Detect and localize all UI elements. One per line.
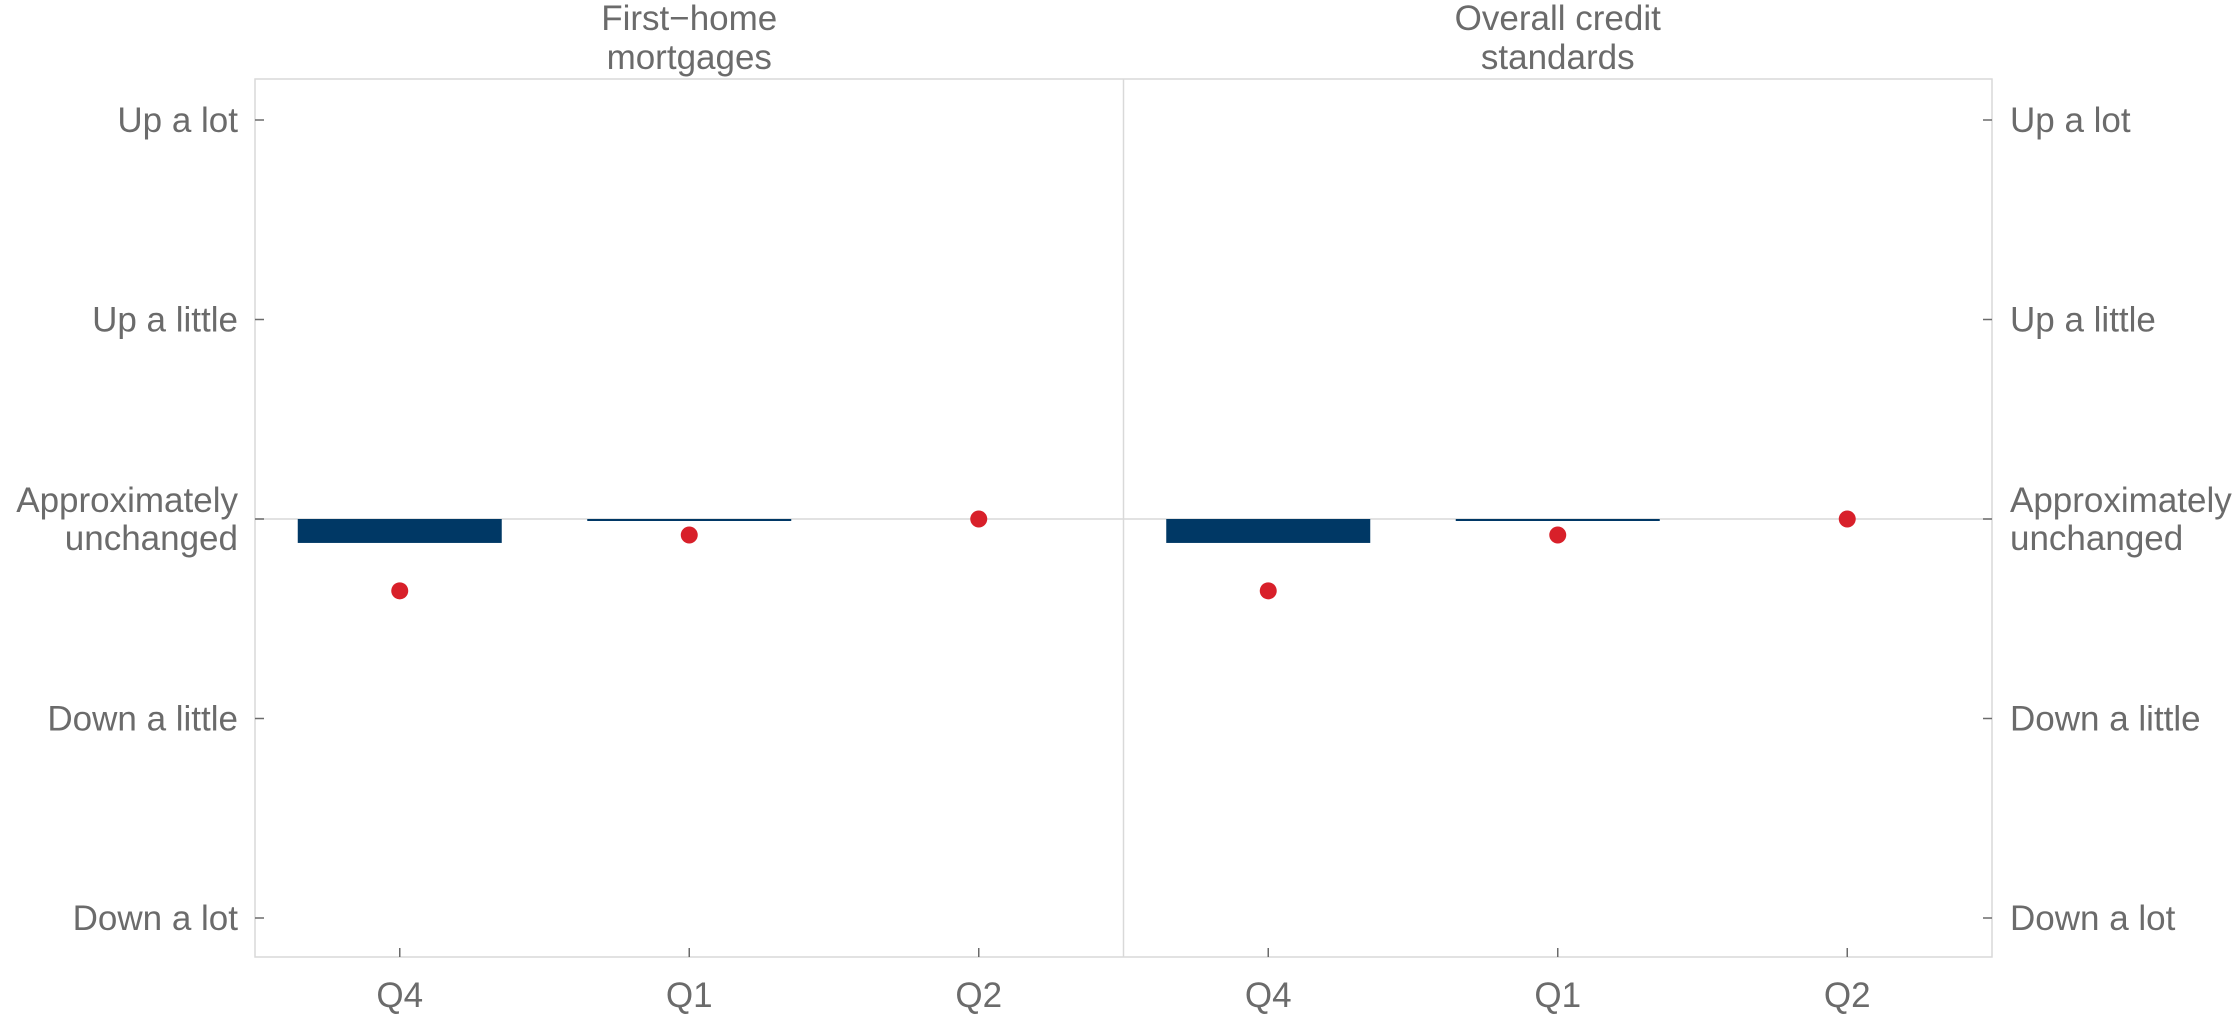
dot-marker: [1549, 526, 1567, 544]
y-tick-label-right: Down a little: [2010, 700, 2201, 739]
x-tick-label: Q4: [1245, 976, 1292, 1015]
dot-marker: [680, 526, 698, 544]
y-tick-label-right: unchanged: [2010, 519, 2183, 558]
x-tick-label: Q1: [666, 976, 713, 1015]
y-tick-label-left: Up a little: [92, 301, 238, 340]
y-tick-label-right: Approximately: [2010, 481, 2232, 520]
y-tick-label-left: Down a lot: [73, 899, 239, 938]
panel-title: Overall credit: [1455, 0, 1661, 38]
y-tick-label-right: Up a little: [2010, 301, 2156, 340]
bar: [1455, 519, 1660, 521]
y-tick-label-left: Up a lot: [117, 101, 238, 140]
y-tick-label-right: Up a lot: [2010, 101, 2131, 140]
x-tick-label: Q2: [955, 976, 1002, 1015]
bar: [297, 519, 502, 543]
panel-title: mortgages: [607, 38, 772, 77]
dot-marker: [1259, 582, 1277, 600]
y-tick-label-right: Down a lot: [2010, 899, 2176, 938]
x-tick-label: Q2: [1824, 976, 1871, 1015]
x-tick-label: Q1: [1534, 976, 1581, 1015]
bar: [587, 519, 792, 521]
y-tick-label-left: Approximately: [16, 481, 238, 520]
panel-title: First−home: [601, 0, 777, 38]
panel-title: standards: [1481, 38, 1635, 77]
x-tick-label: Q4: [376, 976, 423, 1015]
bar: [1166, 519, 1371, 543]
y-tick-label-left: unchanged: [65, 519, 238, 558]
dot-marker: [391, 582, 409, 600]
dot-marker: [970, 510, 988, 528]
y-tick-label-left: Down a little: [47, 700, 238, 739]
dot-marker: [1838, 510, 1856, 528]
